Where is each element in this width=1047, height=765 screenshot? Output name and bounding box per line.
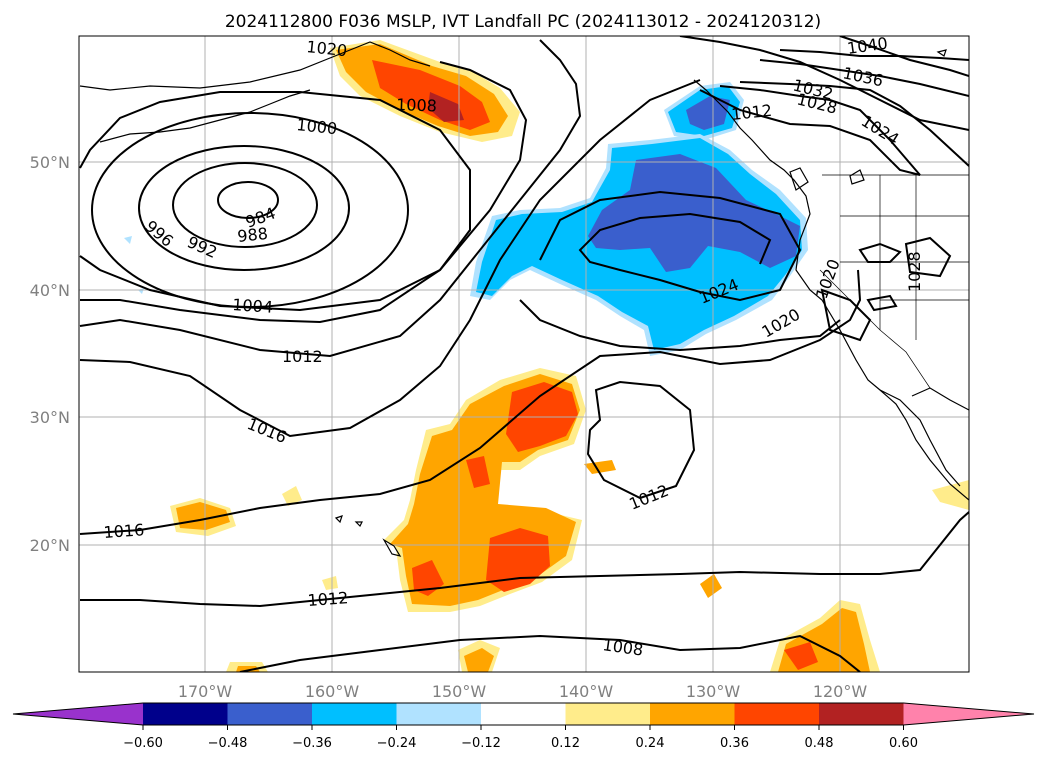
colorbar-segment xyxy=(734,703,820,725)
colorbar-tick-label: 0.48 xyxy=(805,736,834,751)
colorbar-segments xyxy=(12,702,1035,726)
contour-label: 1028 xyxy=(905,251,924,292)
longitude-label: 150°W xyxy=(432,682,487,701)
ivt-positive-shading xyxy=(170,40,969,672)
colorbar-segment xyxy=(650,703,735,725)
contour-labels: 1040 1036 1032 1028 1024 1020 1012 1008 … xyxy=(103,33,924,659)
mslp-isobars xyxy=(79,36,969,672)
colorbar-segment xyxy=(312,703,397,725)
colorbar-tick-label: −0.24 xyxy=(377,736,417,751)
latitude-labels: 20°N 30°N 40°N 50°N xyxy=(30,153,70,555)
longitude-label: 120°W xyxy=(813,682,868,701)
contour-label: 1000 xyxy=(296,115,338,138)
coastlines xyxy=(79,41,969,557)
colorbar-tick-label: −0.12 xyxy=(461,736,501,751)
state-borders xyxy=(819,174,969,389)
map-area xyxy=(78,35,970,673)
latitude-label: 40°N xyxy=(30,281,70,300)
colorbar-ticks: −0.60 −0.48 −0.36 −0.24 −0.12 0.12 0.24 0.36 0.4… xyxy=(123,725,918,751)
map-title: 2024112800 F036 MSLP, IVT Landfall PC (2… xyxy=(225,12,821,32)
colorbar-tick-label: 0.60 xyxy=(889,736,918,751)
latitude-label: 20°N xyxy=(30,536,70,555)
latitude-label: 30°N xyxy=(30,408,70,427)
colorbar: −0.60 −0.48 −0.36 −0.24 −0.12 0.12 0.24 0.36 0.4… xyxy=(12,702,1035,751)
colorbar-tick-label: −0.36 xyxy=(292,736,332,751)
colorbar-segment xyxy=(396,703,482,725)
contour-label: 1008 xyxy=(396,95,437,115)
graticule xyxy=(79,36,969,672)
contour-label: 988 xyxy=(236,224,268,246)
colorbar-extension-high xyxy=(903,703,1034,725)
colorbar-tick-label: −0.48 xyxy=(208,736,248,751)
colorbar-tick-label: −0.60 xyxy=(123,736,163,751)
colorbar-tick-label: 0.24 xyxy=(636,736,665,751)
contour-label: 1012 xyxy=(730,101,772,124)
colorbar-segment xyxy=(565,703,651,725)
longitude-label: 130°W xyxy=(686,682,741,701)
colorbar-segment xyxy=(227,703,313,725)
longitude-label: 140°W xyxy=(559,682,614,701)
colorbar-segment xyxy=(143,703,228,725)
colorbar-segment xyxy=(481,703,566,725)
colorbar-segment xyxy=(819,703,904,725)
latitude-label: 50°N xyxy=(30,153,70,172)
colorbar-extension-low xyxy=(13,703,143,725)
colorbar-tick-label: 0.12 xyxy=(551,736,580,751)
ivt-negative-shading xyxy=(124,82,808,356)
colorbar-tick-label: 0.36 xyxy=(720,736,749,751)
contour-label: 1020 xyxy=(306,37,348,60)
contour-label: 1012 xyxy=(282,347,323,366)
longitude-labels: 170°W 160°W 150°W 140°W 130°W 120°W xyxy=(178,682,868,701)
contour-label: 1004 xyxy=(232,295,274,317)
longitude-label: 160°W xyxy=(305,682,360,701)
longitude-label: 170°W xyxy=(178,682,233,701)
contour-label: 1016 xyxy=(103,520,145,542)
contour-label: 1012 xyxy=(307,588,349,610)
